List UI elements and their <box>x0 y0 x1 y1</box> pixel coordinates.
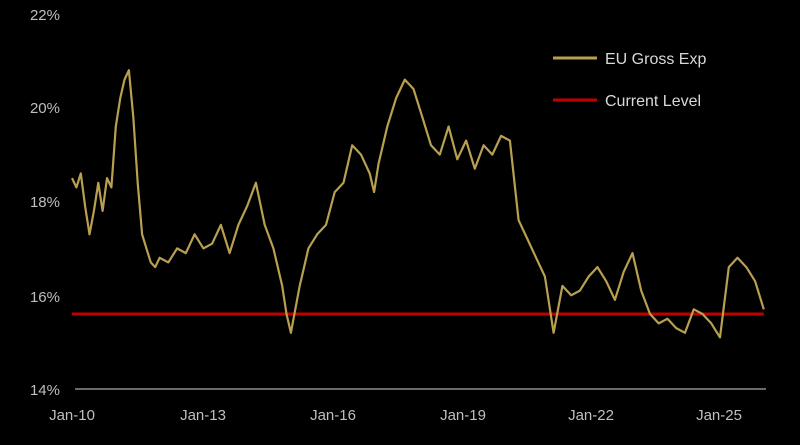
x-axis: Jan-10 Jan-13 Jan-16 Jan-19 Jan-22 Jan-2… <box>49 407 742 424</box>
x-tick-label: Jan-13 <box>180 407 226 424</box>
eu-gross-exp-line <box>71 69 765 339</box>
y-axis: 22% 20% 18% 16% 14% <box>30 7 60 399</box>
x-tick-label: Jan-16 <box>310 407 356 424</box>
y-tick-label: 16% <box>30 289 60 306</box>
legend-label-eu-gross-exp: EU Gross Exp <box>605 51 706 68</box>
y-tick-label: 14% <box>30 382 60 399</box>
y-tick-label: 20% <box>30 100 60 117</box>
y-tick-label: 22% <box>30 7 60 24</box>
legend-label-current-level: Current Level <box>605 93 701 110</box>
x-tick-label: Jan-25 <box>696 407 742 424</box>
x-tick-label: Jan-19 <box>440 407 486 424</box>
y-tick-label: 18% <box>30 194 60 211</box>
x-tick-label: Jan-22 <box>568 407 614 424</box>
x-tick-label: Jan-10 <box>49 407 95 424</box>
legend: EU Gross Exp Current Level <box>553 51 706 110</box>
